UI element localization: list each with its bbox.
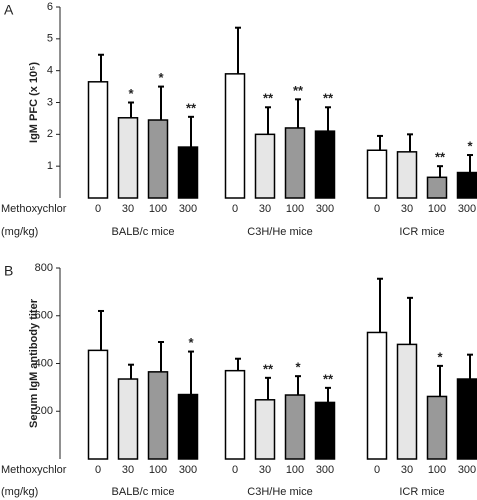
group-label: C3H/He mice [247,486,312,498]
significance-mark: ** [263,91,274,106]
bar [396,343,418,460]
y-tick-label: 2 [47,128,53,140]
y-tick-label: 200 [35,405,53,417]
bar [87,81,109,199]
bar [224,73,246,199]
x-tick-label: 0 [232,464,238,476]
significance-mark: * [128,86,134,101]
x-tick-label: 300 [316,464,334,476]
y-tick-label: 400 [35,357,53,369]
bar [254,133,276,199]
x-axis-label: Methoxychlor [1,464,67,476]
bar [117,378,139,460]
y-tick-label: 4 [47,65,53,77]
x-tick-label: 300 [179,464,197,476]
x-tick-label: 300 [316,203,334,215]
group-label: BALB/c mice [112,226,175,238]
group-label: ICR mice [399,486,444,498]
bar [254,399,276,460]
bar [284,394,306,460]
y-tick-label: 600 [35,310,53,322]
x-tick-label: 0 [374,203,380,215]
bar [426,176,448,199]
bar [147,371,169,460]
panel-label: A [4,2,14,18]
bar [147,119,169,199]
bar [284,127,306,199]
y-axis-label: Serum IgM antibody titer [28,298,40,428]
x-axis-label: Methoxychlor [1,203,67,215]
bar [177,393,199,460]
significance-mark: * [467,138,473,153]
bar [456,378,477,460]
x-tick-label: 300 [458,203,476,215]
y-axis-label: IgM PFC (x 10⁵) [28,62,40,143]
y-tick-label: 1 [47,160,53,172]
significance-mark: ** [293,83,304,98]
x-tick-label: 100 [149,464,167,476]
bar [117,117,139,199]
x-tick-label: 30 [401,464,413,476]
group-label: C3H/He mice [247,226,312,238]
x-tick-label: 30 [122,203,134,215]
panel-label: B [4,263,13,279]
x-tick-label: 300 [179,203,197,215]
bar [224,369,246,460]
x-tick-label: 30 [122,464,134,476]
x-tick-label: 30 [259,203,271,215]
group-label: BALB/c mice [112,486,175,498]
x-tick-label: 100 [286,464,304,476]
significance-mark: ** [435,150,446,165]
x-tick-label: 30 [401,203,413,215]
significance-mark: * [437,349,443,364]
x-axis-unit: (mg/kg) [1,226,38,238]
x-tick-label: 100 [149,203,167,215]
x-tick-label: 100 [428,464,446,476]
significance-mark: ** [323,91,334,106]
y-tick-label: 800 [35,262,53,274]
x-axis-unit: (mg/kg) [1,486,38,498]
bar [87,349,109,460]
y-tick-label: 3 [47,96,53,108]
group-label: ICR mice [399,226,444,238]
y-tick-label: 5 [47,33,53,45]
bar [314,401,336,460]
significance-mark: * [188,335,194,350]
significance-mark: * [295,360,301,375]
y-tick-label: 6 [47,1,53,13]
bar [314,130,336,199]
bar [456,171,477,199]
significance-mark: * [158,70,164,85]
bar [177,146,199,199]
bar [396,151,418,199]
significance-mark: ** [323,371,334,386]
x-tick-label: 300 [458,464,476,476]
x-tick-label: 0 [95,203,101,215]
x-tick-label: 100 [286,203,304,215]
x-tick-label: 0 [232,203,238,215]
x-tick-label: 100 [428,203,446,215]
significance-mark: ** [263,361,274,376]
x-tick-label: 0 [374,464,380,476]
x-tick-label: 30 [259,464,271,476]
x-tick-label: 0 [95,464,101,476]
bar [366,149,388,199]
bar [426,395,448,460]
significance-mark: ** [186,100,197,115]
bar [366,331,388,460]
